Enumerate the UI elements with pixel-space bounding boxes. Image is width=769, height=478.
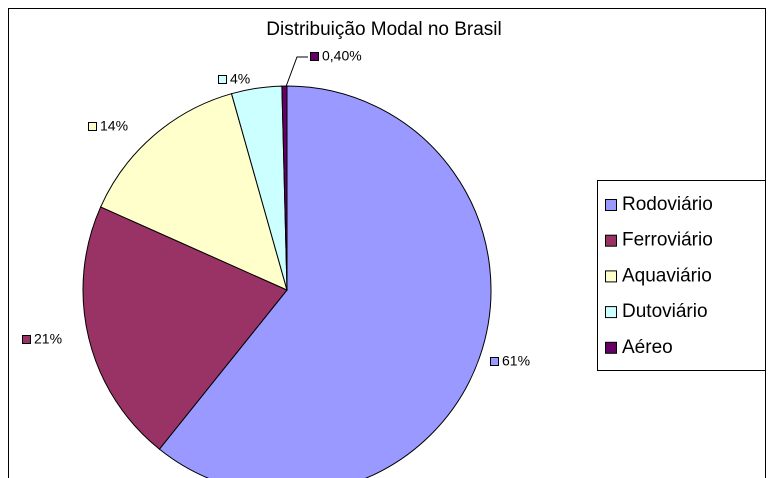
pie-slice (100, 93, 288, 291)
data-label-swatch (88, 122, 97, 131)
data-label: 4% (230, 71, 250, 87)
leader-line (283, 56, 308, 93)
legend-label: Ferroviário (622, 230, 713, 251)
data-label-swatch (310, 52, 319, 61)
legend-swatch (605, 199, 617, 211)
data-label: 61% (502, 353, 530, 369)
pie-slice (281, 85, 288, 291)
pie-slice (158, 85, 492, 478)
legend-swatch (605, 306, 617, 319)
legend-label: Aéreo (622, 337, 673, 358)
data-label: 0,40% (322, 48, 362, 64)
legend-label: Rodoviário (622, 194, 713, 215)
chart-title: Distribuição Modal no Brasil (266, 19, 502, 40)
legend-swatch (605, 270, 617, 283)
data-label-swatch (22, 335, 31, 344)
legend-label: Dutoviário (622, 301, 708, 322)
data-label: 21% (34, 331, 62, 347)
legend-swatch (605, 234, 617, 247)
legend (597, 180, 766, 371)
legend-swatch (605, 341, 617, 354)
data-label-swatch (218, 75, 227, 84)
data-label-swatch (490, 357, 499, 366)
data-label: 14% (100, 118, 128, 134)
legend-label: Aquaviário (622, 265, 712, 286)
